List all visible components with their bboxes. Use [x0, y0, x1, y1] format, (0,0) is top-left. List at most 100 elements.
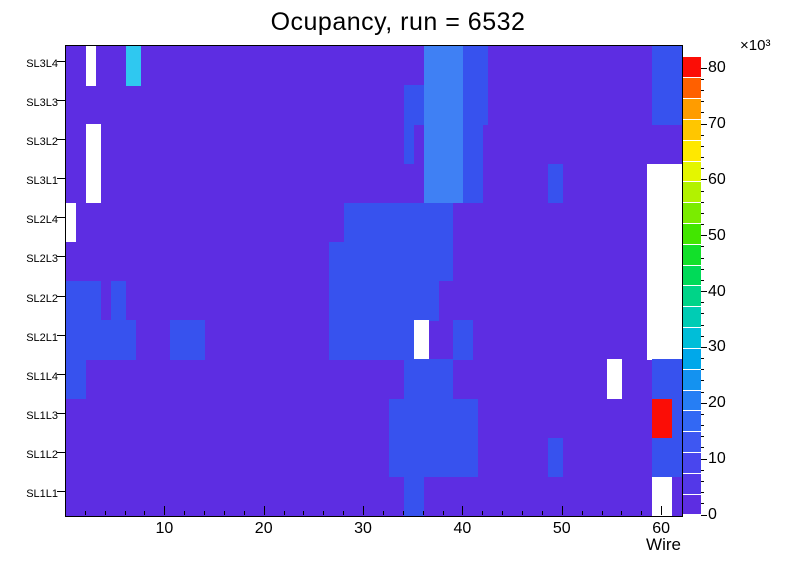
- colorbar-band: [683, 161, 701, 183]
- x-axis-tick: [561, 506, 563, 515]
- x-axis-tick: [164, 506, 166, 515]
- colorbar-band: [683, 327, 701, 349]
- colorbar-minor-tick: [701, 369, 704, 371]
- x-axis-minor-tick: [402, 511, 404, 515]
- heatmap-cell: [647, 202, 682, 243]
- y-axis-tick: [57, 217, 65, 219]
- colorbar-minor-tick: [701, 90, 704, 91]
- colorbar-minor-tick: [701, 112, 704, 114]
- y-axis-label: SL3L2: [26, 135, 58, 148]
- heatmap-cell: [403, 124, 414, 164]
- heatmap-cell: [547, 437, 563, 478]
- colorbar-minor-tick: [701, 279, 704, 281]
- colorbar-tick-label: 50: [708, 226, 726, 244]
- colorbar-band: [683, 57, 701, 79]
- x-axis-minor-tick: [641, 511, 643, 515]
- heatmap-cell: [329, 241, 454, 282]
- colorbar-tick-label: 40: [708, 282, 726, 300]
- x-axis-minor-tick: [124, 511, 126, 515]
- y-axis-tick: [57, 373, 65, 375]
- heatmap-cell: [547, 163, 563, 204]
- colorbar-band: [683, 119, 701, 141]
- x-axis-minor-tick: [283, 511, 285, 515]
- x-axis-minor-tick: [144, 511, 146, 515]
- colorbar-minor-tick: [701, 447, 704, 449]
- y-axis-label: SL3L3: [26, 96, 58, 109]
- colorbar-band: [683, 77, 701, 100]
- colorbar-scale-label: ×10³: [740, 37, 771, 54]
- colorbar-band: [683, 244, 701, 266]
- colorbar-tick: [701, 123, 707, 125]
- heatmap-cell: [388, 398, 479, 439]
- colorbar-band: [683, 390, 701, 412]
- heatmap-cell: [329, 281, 439, 321]
- heatmap-cell: [423, 124, 464, 164]
- heatmap-cell: [463, 163, 484, 204]
- colorbar-band: [683, 286, 701, 308]
- colorbar-minor-tick: [701, 268, 704, 270]
- y-axis-tick: [57, 256, 65, 258]
- heatmap-cell: [170, 320, 206, 360]
- heatmap-cell: [125, 46, 141, 86]
- colorbar-band: [683, 473, 701, 495]
- y-axis-label: SL2L1: [26, 331, 58, 344]
- colorbar-band: [683, 202, 701, 225]
- colorbar-minor-tick: [701, 224, 704, 226]
- colorbar-tick: [701, 346, 707, 348]
- heatmap-cell: [652, 398, 673, 439]
- y-axis-tick: [57, 413, 65, 415]
- heatmap-cell: [110, 281, 126, 321]
- heatmap-cell: [85, 46, 96, 86]
- x-axis-tick-label: 50: [552, 520, 571, 537]
- x-axis-minor-tick: [323, 511, 325, 515]
- colorbar-minor-tick: [701, 257, 704, 259]
- colorbar-minor-tick: [701, 335, 704, 337]
- heatmap-cell: [344, 202, 454, 243]
- y-axis-tick: [57, 295, 65, 297]
- x-axis-tick: [363, 506, 365, 515]
- colorbar-band: [683, 410, 701, 433]
- x-axis-minor-tick: [84, 511, 86, 515]
- y-axis-tick: [57, 178, 65, 180]
- y-axis-tick: [57, 99, 65, 101]
- x-axis-label: Wire: [646, 535, 681, 554]
- y-axis-tick: [57, 60, 65, 62]
- colorbar-minor-tick: [701, 425, 704, 427]
- chart-title: Ocupancy, run = 6532: [270, 8, 526, 36]
- colorbar-band: [683, 98, 701, 120]
- colorbar-minor-tick: [701, 145, 704, 147]
- colorbar-minor-tick: [701, 212, 704, 214]
- y-axis-label: SL2L3: [26, 253, 58, 266]
- y-axis-label: SL2L2: [26, 292, 58, 305]
- heatmap-cell: [66, 281, 101, 321]
- heatmap-cell: [423, 46, 464, 86]
- x-axis-minor-tick: [104, 511, 106, 515]
- x-axis-minor-tick: [482, 511, 484, 515]
- colorbar-band: [683, 140, 701, 162]
- x-axis-tick-label: 30: [354, 520, 372, 537]
- colorbar-minor-tick: [701, 324, 704, 326]
- heatmap-cell: [672, 398, 682, 439]
- colorbar-tick-label: 80: [708, 59, 726, 77]
- colorbar-band: [683, 265, 701, 287]
- x-axis-minor-tick: [581, 511, 583, 515]
- y-axis-tick: [57, 334, 65, 336]
- x-axis-tick: [661, 506, 663, 515]
- colorbar-minor-tick: [701, 413, 704, 415]
- x-axis-minor-tick: [522, 511, 524, 515]
- colorbar-minor-tick: [701, 358, 704, 360]
- y-axis-tick: [57, 138, 65, 140]
- heatmap-cell: [647, 320, 682, 360]
- colorbar-tick-label: 0: [708, 506, 717, 523]
- x-axis-minor-tick: [601, 511, 603, 515]
- x-axis-tick: [462, 506, 464, 515]
- colorbar-minor-tick: [701, 246, 704, 248]
- colorbar-tick-label: 60: [708, 170, 726, 188]
- colorbar-minor-tick: [701, 503, 704, 505]
- x-axis-minor-tick: [243, 511, 245, 515]
- y-axis-label: SL1L1: [26, 488, 58, 501]
- heatmap-cell: [388, 437, 479, 478]
- heatmap-cell: [329, 320, 414, 360]
- heatmap-cell: [463, 46, 489, 86]
- colorbar-minor-tick: [701, 492, 704, 494]
